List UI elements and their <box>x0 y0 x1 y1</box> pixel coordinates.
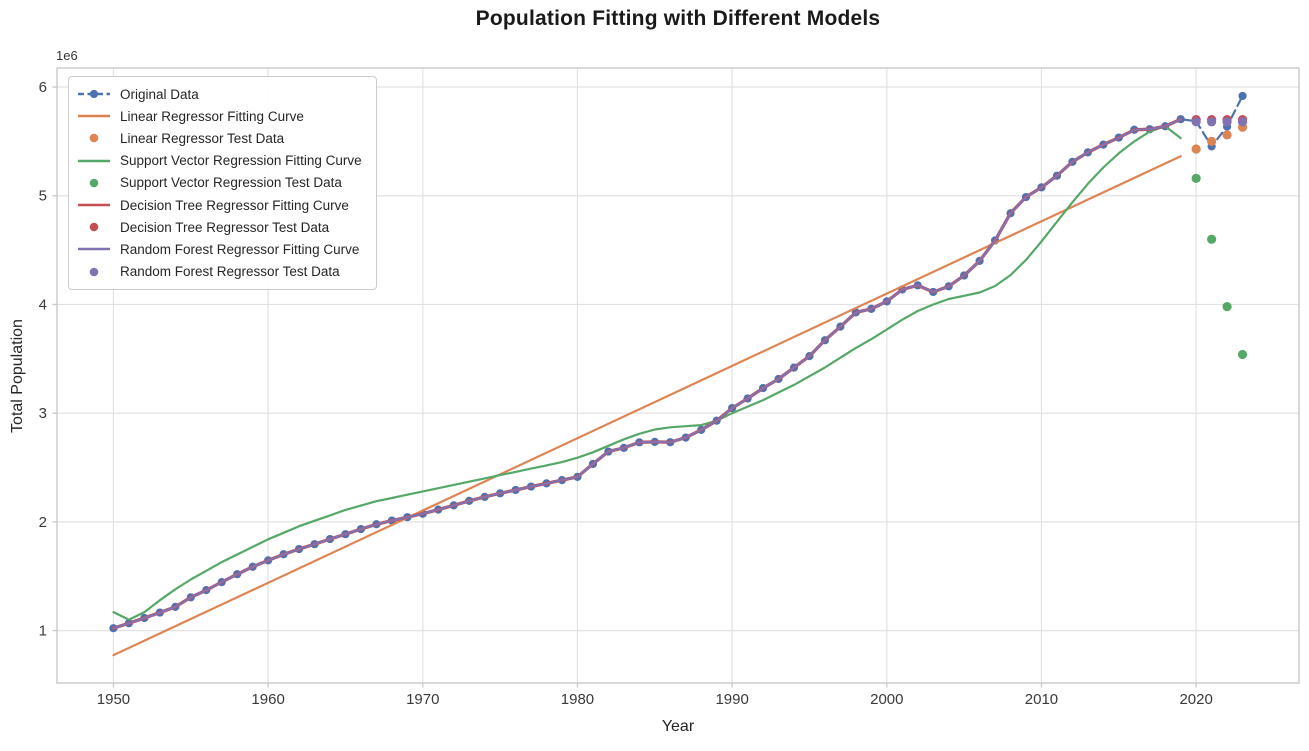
legend-line-icon <box>78 203 110 207</box>
test-point-purple <box>1191 117 1201 127</box>
test-point-purple <box>1207 117 1217 127</box>
legend-item: Linear Regressor Fitting Curve <box>77 105 362 127</box>
x-tick-label: 1980 <box>561 691 594 708</box>
y-tick-label: 2 <box>39 514 47 531</box>
legend-item: Support Vector Regression Test Data <box>77 172 362 194</box>
test-point-purple <box>1222 117 1232 127</box>
legend-label: Linear Regressor Fitting Curve <box>120 108 304 124</box>
legend-item: Random Forest Regressor Fitting Curve <box>77 238 362 260</box>
legend-label: Support Vector Regression Fitting Curve <box>120 153 362 169</box>
legend-dot-icon <box>89 134 99 143</box>
legend-item: Original Data <box>77 83 362 105</box>
legend-line-icon <box>78 159 110 162</box>
legend-item: Decision Tree Regressor Test Data <box>77 216 362 238</box>
y-axis-offset-label: 1e6 <box>56 48 78 63</box>
series-line-purple <box>112 118 1182 630</box>
test-point-orange <box>1222 130 1232 140</box>
test-point-green <box>1191 173 1201 183</box>
test-point-green <box>1207 234 1217 244</box>
test-point-purple <box>1237 117 1248 127</box>
legend-item: Support Vector Regression Fitting Curve <box>77 150 362 172</box>
legend-label: Linear Regressor Test Data <box>120 130 285 146</box>
x-tick-label: 1990 <box>715 691 748 708</box>
legend-label: Decision Tree Regressor Fitting Curve <box>120 197 349 213</box>
legend-label: Decision Tree Regressor Test Data <box>120 219 330 235</box>
x-tick-label: 2020 <box>1179 691 1212 708</box>
legend: Original Data Linear Regressor Fitting Cu… <box>68 76 377 290</box>
legend-line-icon <box>78 115 110 118</box>
axes-frame <box>56 67 1300 684</box>
y-axis-label: Total Population <box>9 319 26 433</box>
y-tick-label: 1 <box>39 623 47 640</box>
chart-title: Population Fitting with Different Models <box>475 7 881 30</box>
legend-dot-icon <box>89 178 99 188</box>
x-tick-label: 1960 <box>251 691 284 708</box>
legend-label: Original Data <box>120 86 199 102</box>
x-tick-label: 2010 <box>1025 691 1058 708</box>
series-line-orange <box>112 155 1182 657</box>
legend-label: Support Vector Regression Test Data <box>120 175 342 191</box>
x-axis-label: Year <box>661 718 695 735</box>
y-tick-label: 4 <box>39 296 47 313</box>
test-point-green <box>1237 349 1248 360</box>
legend-item: Random Forest Regressor Test Data <box>77 261 362 283</box>
legend-item: Linear Regressor Test Data <box>77 127 362 149</box>
y-tick-label: 5 <box>39 188 47 205</box>
x-tick-label: 1970 <box>406 691 439 708</box>
test-point-green <box>1222 302 1232 312</box>
y-tick-label: 3 <box>39 405 47 422</box>
test-point-orange <box>1207 136 1217 146</box>
series-line-green <box>112 125 1182 621</box>
y-tick-label: 6 <box>39 79 47 96</box>
legend-line-icon <box>78 248 110 251</box>
legend-label: Random Forest Regressor Fitting Curve <box>120 241 360 257</box>
legend-label: Random Forest Regressor Test Data <box>120 264 340 280</box>
legend-line-marker-icon <box>78 89 110 99</box>
legend-dot-icon <box>89 267 99 276</box>
x-tick-label: 2000 <box>870 691 903 708</box>
test-point-orange <box>1191 144 1201 154</box>
x-tick-label: 1950 <box>97 691 130 708</box>
legend-dot-icon <box>89 222 99 232</box>
data-point-blue <box>1238 91 1247 101</box>
legend-item: Decision Tree Regressor Fitting Curve <box>77 194 362 216</box>
